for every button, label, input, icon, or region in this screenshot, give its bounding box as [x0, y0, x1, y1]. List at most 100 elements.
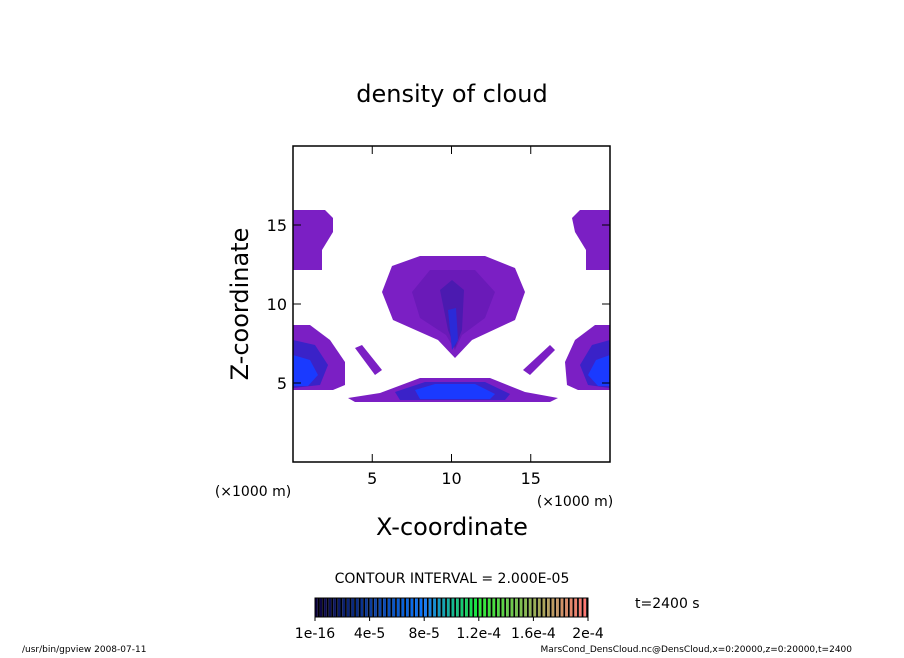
- colorbar-gap: [449, 598, 452, 617]
- colorbar-band: [569, 598, 573, 617]
- colorbar-band: [574, 598, 578, 617]
- colorbar-gap: [581, 598, 584, 617]
- colorbar-gap: [517, 598, 520, 617]
- colorbar-gap: [531, 598, 534, 617]
- colorbar-tick-label: 8e-5: [408, 626, 439, 642]
- colorbar-band: [324, 598, 327, 617]
- colorbar-gap: [586, 598, 588, 617]
- y-tick-label: 10: [267, 295, 287, 314]
- colorbar-gap: [376, 598, 379, 617]
- colorbar-band: [433, 598, 437, 617]
- colorbar-band: [533, 598, 537, 617]
- colorbar-tick-label: 1e-16: [295, 626, 335, 642]
- colorbar-band: [315, 598, 318, 617]
- colorbar-band: [342, 598, 346, 617]
- colorbar-gap: [317, 598, 320, 617]
- colorbar-gap: [554, 598, 557, 617]
- colorbar-gap: [463, 598, 466, 617]
- colorbar-gap: [490, 598, 493, 617]
- y-tick-label: 15: [267, 216, 287, 235]
- colorbar-band: [519, 598, 523, 617]
- y-unit: (×1000 m): [215, 484, 291, 500]
- time-label: t=2400 s: [635, 596, 700, 612]
- colorbar-gap: [404, 598, 406, 617]
- colorbar-gap: [381, 598, 384, 617]
- colorbar-band: [524, 598, 528, 617]
- colorbar-band: [501, 598, 505, 617]
- colorbar-gap: [445, 598, 447, 617]
- colorbar-tick-label: 2e-4: [572, 626, 604, 642]
- colorbar-gap: [558, 598, 561, 617]
- colorbar-band: [387, 598, 391, 617]
- colorbar-band: [406, 598, 409, 617]
- colorbar-gap: [476, 598, 479, 617]
- colorbar-gap: [495, 598, 497, 617]
- colorbar-gap: [367, 598, 370, 617]
- colorbar-band: [378, 598, 382, 617]
- colorbar-band: [351, 598, 355, 617]
- colorbar: [315, 598, 588, 617]
- colorbar-gap: [408, 598, 411, 617]
- colorbar-gap: [395, 598, 397, 617]
- colorbar-gap: [472, 598, 475, 617]
- colorbar-gap: [513, 598, 516, 617]
- colorbar-gap: [440, 598, 443, 617]
- colorbar-gap: [504, 598, 507, 617]
- colorbar-band: [469, 598, 473, 617]
- colorbar-band: [424, 598, 427, 617]
- colorbar-band: [337, 598, 341, 617]
- colorbar-gap: [508, 598, 511, 617]
- colorbar-gap: [567, 598, 570, 617]
- colorbar-band: [487, 598, 491, 617]
- colorbar-band: [437, 598, 441, 617]
- colorbar-band: [401, 598, 405, 617]
- colorbar-band: [556, 598, 559, 617]
- x-tick-label: 10: [441, 469, 461, 488]
- colorbar-band: [510, 598, 514, 617]
- colorbar-band: [333, 598, 336, 617]
- colorbar-gap: [349, 598, 352, 617]
- colorbar-gap: [335, 598, 338, 617]
- x-axis-label: X-coordinate: [376, 513, 528, 541]
- footer-right: MarsCond_DensCloud.nc@DensCloud,x=0:2000…: [541, 645, 853, 654]
- colorbar-band: [474, 598, 477, 617]
- colorbar-band: [369, 598, 373, 617]
- colorbar-band: [383, 598, 386, 617]
- colorbar-band: [428, 598, 432, 617]
- colorbar-gap: [577, 598, 579, 617]
- colorbar-band: [497, 598, 500, 617]
- colorbar-band: [319, 598, 323, 617]
- colorbar-gap: [331, 598, 334, 617]
- colorbar-band: [419, 598, 423, 617]
- colorbar-band: [374, 598, 377, 617]
- colorbar-band: [578, 598, 582, 617]
- colorbar-gap: [422, 598, 425, 617]
- colorbar-gap: [549, 598, 552, 617]
- colorbar-gap: [354, 598, 356, 617]
- colorbar-band: [551, 598, 555, 617]
- colorbar-gap: [572, 598, 575, 617]
- colorbar-gap: [536, 598, 538, 617]
- colorbar-band: [415, 598, 418, 617]
- colorbar-gap: [322, 598, 325, 617]
- x-tick-label: 15: [521, 469, 541, 488]
- colorbar-gap: [522, 598, 525, 617]
- colorbar-gap: [426, 598, 429, 617]
- colorbar-gap: [358, 598, 361, 617]
- colorbar-band: [583, 598, 587, 617]
- colorbar-band: [465, 598, 468, 617]
- colorbar-band: [537, 598, 541, 617]
- colorbar-gap: [345, 598, 347, 617]
- colorbar-band: [542, 598, 546, 617]
- colorbar-gap: [390, 598, 393, 617]
- colorbar-band: [456, 598, 459, 617]
- colorbar-band: [410, 598, 414, 617]
- colorbar-band: [460, 598, 464, 617]
- colorbar-gap: [540, 598, 543, 617]
- colorbar-band: [442, 598, 446, 617]
- colorbar-gap: [436, 598, 438, 617]
- colorbar-gap: [385, 598, 388, 617]
- chart-title: density of cloud: [356, 80, 547, 108]
- colorbar-band: [451, 598, 455, 617]
- colorbar-gap: [467, 598, 470, 617]
